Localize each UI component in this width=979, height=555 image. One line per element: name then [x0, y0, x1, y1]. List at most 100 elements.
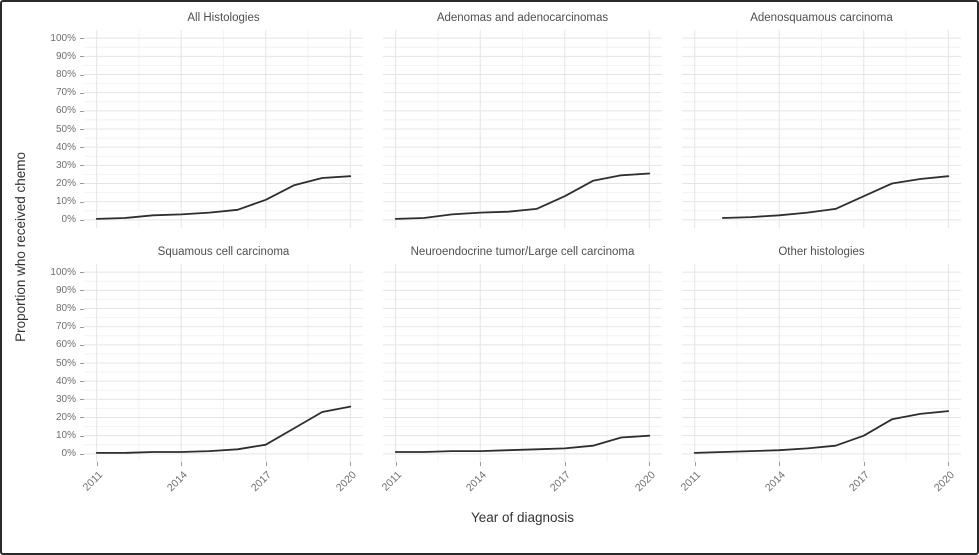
y-tick-mark: [80, 147, 84, 149]
y-tick-label: 40%: [55, 375, 76, 387]
y-tick-mark: [80, 453, 84, 455]
x-axis: 2011 2014 2017 2020: [80, 462, 363, 508]
x-axis-title: Year of diagnosis: [470, 510, 575, 525]
y-tick-mark: [80, 74, 84, 76]
chemo-proportion-trend-line: [695, 411, 949, 453]
x-tick-mark: [779, 462, 781, 466]
x-tick-mark: [395, 462, 397, 466]
y-tick-mark: [80, 344, 84, 346]
y-tick-mark: [80, 435, 84, 437]
x-tick-label: 2020: [333, 469, 359, 495]
facet-title: Other histologies: [778, 246, 865, 258]
facet-panel-other-histologies: Other histologies 2011 2014 2017 2020: [678, 243, 961, 508]
x-tick-label: 2017: [847, 469, 873, 495]
plot-area: [383, 30, 662, 228]
y-tick-label: 70%: [55, 321, 76, 333]
y-tick-mark: [80, 219, 84, 221]
x-tick-label: 2014: [762, 469, 788, 495]
y-tick-label: 10%: [55, 196, 76, 208]
plot-area: [682, 264, 961, 462]
x-tick-label: 2017: [548, 469, 574, 495]
y-tick-label: 60%: [55, 339, 76, 351]
x-tick-mark: [694, 462, 696, 466]
facet-grid: 100% 90% 80% 70% 60% 50% 40% 30% 20% 10% 0% All His…: [34, 9, 961, 508]
y-tick-label: 30%: [55, 393, 76, 405]
y-tick-mark: [80, 165, 84, 167]
x-tick-mark: [948, 462, 950, 466]
chemo-proportion-trend-line: [723, 176, 948, 218]
facet-panel-neuroendocrine-tumor-large-cell-carcinoma: Neuroendocrine tumor/Large cell carcinom…: [379, 243, 662, 508]
facet-row-1: 100% 90% 80% 70% 60% 50% 40% 30% 20% 10% 0% All His…: [34, 9, 961, 228]
facet-row-2: 100% 90% 80% 70% 60% 50% 40% 30% 20% 10% 0% Squamou…: [34, 243, 961, 508]
facet-title: All Histologies: [187, 12, 260, 24]
y-tick-mark: [80, 417, 84, 419]
facet-title: Adenosquamous carcinoma: [750, 12, 893, 24]
y-tick-label: 90%: [55, 50, 76, 62]
y-tick-label: 0%: [61, 214, 76, 226]
y-tick-label: 50%: [55, 123, 76, 135]
chemo-proportion-trend-line: [396, 436, 650, 452]
y-tick-mark: [80, 201, 84, 203]
x-tick-mark: [350, 462, 352, 466]
y-tick-mark: [80, 399, 84, 401]
facet-panel-squamous-cell-carcinoma: Squamous cell carcinoma 2011 2014 2017 2020: [80, 243, 363, 508]
x-axis: 2011 2014 2017 2020: [379, 462, 662, 508]
chemo-proportion-trend-line: [97, 176, 351, 219]
y-tick-label: 60%: [55, 105, 76, 117]
x-tick-label: 2011: [678, 469, 704, 494]
chemo-proportion-trend-line: [97, 407, 351, 453]
plot-area: [84, 30, 363, 228]
x-axis: 2011 2014 2017 2020: [678, 462, 961, 508]
y-tick-mark: [80, 56, 84, 58]
x-tick-label: 2017: [249, 469, 275, 495]
y-tick-label: 70%: [55, 87, 76, 99]
y-tick-mark: [80, 38, 84, 40]
y-tick-label: 0%: [61, 448, 76, 460]
x-tick-label: 2020: [632, 469, 658, 495]
x-tick-mark: [863, 462, 865, 466]
x-tick-label: 2011: [80, 469, 106, 494]
chemo-proportion-trend-line: [396, 174, 650, 219]
x-tick-mark: [265, 462, 267, 466]
x-tick-mark: [564, 462, 566, 466]
facet-title: Neuroendocrine tumor/Large cell carcinom…: [410, 246, 635, 258]
y-tick-mark: [80, 381, 84, 383]
x-tick-mark: [181, 462, 183, 466]
x-tick-mark: [480, 462, 482, 466]
plot-area: [84, 264, 363, 462]
x-tick-label: 2014: [463, 469, 489, 495]
y-tick-mark: [80, 308, 84, 310]
facet-panel-adenomas-and-adenocarcinomas: Adenomas and adenocarcinomas: [383, 9, 662, 228]
facet-title: Adenomas and adenocarcinomas: [436, 12, 609, 24]
y-tick-label: 20%: [55, 411, 76, 423]
y-tick-label: 30%: [55, 159, 76, 171]
y-tick-label: 20%: [55, 177, 76, 189]
y-tick-mark: [80, 92, 84, 94]
y-tick-mark: [80, 110, 84, 112]
y-tick-label: 50%: [55, 357, 76, 369]
y-tick-label: 40%: [55, 141, 76, 153]
y-tick-mark: [80, 129, 84, 130]
x-tick-label: 2014: [164, 469, 190, 495]
x-tick-label: 2011: [379, 469, 405, 494]
y-tick-label: 90%: [55, 284, 76, 296]
facet-panel-all-histologies: All Histologies: [84, 9, 363, 228]
facet-title: Squamous cell carcinoma: [157, 246, 290, 258]
plot-area: [383, 264, 662, 462]
facet-panel-adenosquamous-carcinoma: Adenosquamous carcinoma: [682, 9, 961, 228]
x-tick-label: 2020: [931, 469, 957, 495]
y-tick-label: 80%: [55, 69, 76, 80]
x-tick-mark: [96, 462, 98, 466]
y-tick-label: 100%: [50, 32, 76, 44]
y-axis: 100% 90% 80% 70% 60% 50% 40% 30% 20% 10% 0%: [34, 30, 84, 228]
plot-area: [682, 30, 961, 228]
x-tick-mark: [649, 462, 651, 466]
y-tick-label: 100%: [50, 266, 76, 278]
y-tick-mark: [80, 272, 84, 274]
y-tick-mark: [80, 326, 84, 328]
y-axis: 100% 90% 80% 70% 60% 50% 40% 30% 20% 10% 0%: [34, 264, 84, 462]
y-tick-mark: [80, 183, 84, 185]
y-tick-mark: [80, 363, 84, 364]
y-tick-label: 80%: [55, 303, 76, 314]
